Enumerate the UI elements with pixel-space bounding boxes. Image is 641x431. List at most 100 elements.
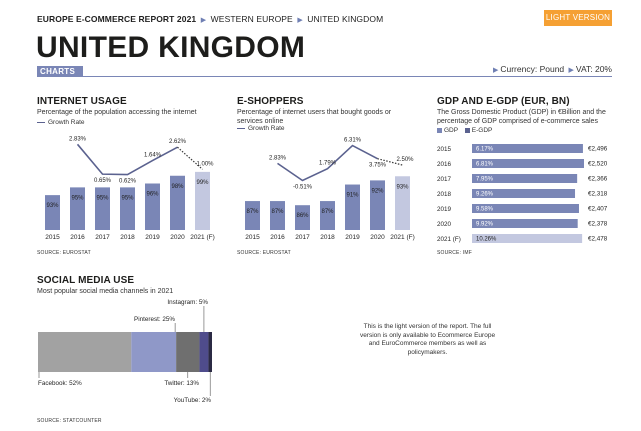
internet-usage-legend-label: Growth Rate — [48, 119, 85, 126]
currency-text: Currency: Pound — [500, 64, 565, 74]
e-shoppers-category-label: 2018 — [320, 234, 335, 241]
gdp-bar — [472, 174, 578, 183]
internet-usage-category-label: 2021 (F) — [190, 234, 215, 241]
e-shoppers-bar — [245, 201, 260, 230]
internet-usage-bar-label: 95% — [71, 195, 84, 201]
e-shoppers-bar-label: 87% — [321, 209, 334, 215]
charts-tab[interactable]: CHARTS — [37, 66, 83, 77]
gdp-category-label: 2019 — [437, 206, 452, 213]
e-shoppers-category-label: 2015 — [245, 234, 260, 241]
egdp-label: 6.81% — [476, 162, 494, 168]
gdp-category-label: 2017 — [437, 176, 452, 183]
breadcrumb-report[interactable]: EUROPE E-COMMERCE REPORT 2021 — [37, 14, 197, 24]
social-segment-pinterest — [131, 332, 177, 372]
gdp-category-label: 2016 — [437, 161, 452, 168]
internet-usage-legend: Growth Rate — [37, 119, 85, 126]
internet-usage-bar — [170, 175, 185, 230]
e-shoppers-growth-label: -0.51% — [293, 184, 313, 190]
internet-usage-growth-label: 2.62% — [169, 139, 187, 145]
internet-usage-category-label: 2020 — [170, 234, 185, 241]
gdp-bar — [472, 144, 583, 153]
internet-usage-category-label: 2019 — [145, 234, 160, 241]
internet-usage-bar — [95, 187, 110, 230]
egdp-label: 10.26% — [476, 237, 497, 243]
gdp-category-label: 2020 — [437, 221, 452, 228]
internet-usage-growth-label: 1.00% — [197, 161, 215, 167]
social-label: Instagram: 5% — [167, 299, 208, 306]
e-shoppers-bar — [395, 176, 410, 230]
gdp-value-label: €2,378 — [588, 221, 608, 228]
e-shoppers-bar — [320, 201, 335, 230]
e-shoppers-bar-label: 93% — [396, 184, 409, 190]
gdp-category-label: 2018 — [437, 191, 452, 198]
gdp-chart: 2015 6.17% €2,496 2016 6.81% €2,520 2017 7.95% €… — [437, 144, 608, 243]
internet-usage-bar — [45, 195, 60, 230]
internet-usage-chart: 93% 2015 95% 2016 95% 2017 95% 2018 96% 2019 98% 20… — [45, 136, 215, 241]
gdp-legend-label: GDP — [444, 127, 458, 134]
triangle-icon: ▶ — [568, 67, 574, 74]
gdp-swatch — [437, 127, 442, 133]
gdp-bar — [472, 234, 583, 243]
egdp-legend-label: E-GDP — [471, 127, 493, 134]
gdp-legend: GDP E-GDP — [437, 127, 492, 134]
e-shoppers-bar-label: 87% — [246, 209, 259, 215]
social-segment-youtube — [208, 332, 212, 372]
gdp-bar — [472, 219, 578, 228]
breadcrumb: EUROPE E-COMMERCE REPORT 2021 ▶ WESTERN … — [37, 14, 383, 24]
internet-usage-bar-label: 96% — [146, 192, 159, 198]
currency-info: ▶ Currency: Pound ▶ VAT: 20% — [493, 64, 612, 74]
gdp-value-label: €2,520 — [588, 161, 608, 168]
gdp-bar — [472, 204, 579, 213]
growth-line-swatch — [37, 121, 45, 124]
social-title: SOCIAL MEDIA USE — [37, 275, 135, 286]
gdp-category-label: 2015 — [437, 146, 452, 153]
e-shoppers-title: E-SHOPPERS — [237, 96, 304, 107]
egdp-label: 6.17% — [476, 147, 494, 153]
triangle-icon: ▶ — [492, 67, 499, 74]
internet-usage-subtitle: Percentage of the population accessing t… — [37, 109, 197, 116]
breadcrumb-country[interactable]: UNITED KINGDOM — [307, 14, 384, 24]
e-shoppers-growth-label: 1.79% — [319, 161, 337, 167]
internet-usage-growth-label: 1.64% — [144, 153, 162, 159]
e-shoppers-chart: 87% 2015 87% 2016 86% 2017 87% 2018 91% 2019 92% 20… — [245, 138, 415, 241]
egdp-swatch — [464, 127, 470, 133]
e-shoppers-bar-label: 87% — [271, 209, 284, 215]
e-shoppers-bar — [370, 180, 385, 230]
egdp-label: 7.95% — [476, 177, 494, 183]
e-shoppers-category-label: 2016 — [270, 234, 285, 241]
gdp-value-label: €2,478 — [588, 236, 608, 243]
e-shoppers-legend: Growth Rate — [237, 125, 285, 132]
breadcrumb-separator-icon: ▶ — [297, 17, 303, 24]
e-shoppers-bar — [295, 205, 310, 230]
social-source: SOURCE: STATCOUNTER — [37, 418, 102, 424]
e-shoppers-growth-label: 6.31% — [344, 138, 362, 144]
gdp-value-label: €2,318 — [588, 191, 608, 198]
egdp-label: 9.92% — [476, 222, 494, 228]
internet-usage-bar-label: 93% — [46, 203, 59, 209]
e-shoppers-growth-label: 2.50% — [397, 157, 415, 163]
social-segment-instagram — [199, 332, 209, 372]
e-shoppers-growth-label: 3.75% — [369, 163, 387, 169]
social-label: Twitter: 13% — [164, 380, 199, 387]
social-label: Pinterest: 25% — [134, 316, 175, 323]
internet-usage-bar-label: 99% — [196, 180, 209, 186]
egdp-label: 9.58% — [476, 207, 494, 213]
e-shoppers-source: SOURCE: EUROSTAT — [237, 250, 291, 256]
social-segment-facebook — [38, 332, 132, 372]
e-shoppers-bar-label: 91% — [346, 193, 359, 199]
internet-usage-growth-label: 0.62% — [119, 179, 137, 185]
e-shoppers-subtitle: Percentage of internet users that bought… — [237, 109, 392, 125]
internet-usage-growth-forecast-line — [177, 146, 203, 170]
breadcrumb-region[interactable]: WESTERN EUROPE — [210, 14, 293, 24]
e-shoppers-legend-label: Growth Rate — [248, 125, 285, 132]
internet-usage-bar — [120, 187, 135, 230]
internet-usage-bar-label: 98% — [171, 184, 184, 190]
internet-usage-title: INTERNET USAGE — [37, 96, 127, 107]
social-segment-twitter — [176, 332, 200, 372]
gdp-value-label: €2,496 — [588, 146, 608, 153]
social-media-chart: Facebook: 52% Pinterest: 25% Twitter: 13% I… — [38, 299, 212, 404]
internet-usage-bar — [70, 187, 85, 230]
e-shoppers-growth-label: 2.83% — [269, 155, 287, 161]
page-title: UNITED KINGDOM — [36, 31, 306, 64]
light-version-button[interactable]: LIGHT VERSION — [544, 10, 612, 26]
